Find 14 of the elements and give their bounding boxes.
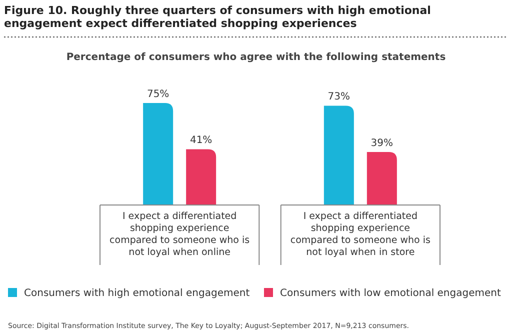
data-label: 39% bbox=[370, 138, 394, 149]
chart-subtitle: Percentage of consumers who agree with the following statements bbox=[66, 52, 446, 63]
x-tick-label: I expect a differentiated shopping experience compared to someone who is not loyal when in store bbox=[290, 211, 431, 258]
legend-label: Consumers with low emotional engagement bbox=[280, 288, 501, 299]
bar bbox=[143, 103, 174, 205]
data-label: 75% bbox=[146, 89, 170, 100]
data-label: 41% bbox=[190, 135, 212, 146]
bar bbox=[366, 152, 397, 205]
chart-title: Figure 10. Roughly three quarters of consumers with high emotional engagement expect differentiated shopping experiences bbox=[4, 4, 431, 30]
data-label: 73% bbox=[328, 92, 350, 103]
legend-label: Consumers with high emotional engagement bbox=[24, 288, 250, 299]
x-tick-label: I expect a differentiated shopping experience compared to someone who is not loyal when online bbox=[110, 211, 250, 258]
bar bbox=[324, 106, 354, 205]
bar bbox=[186, 149, 216, 205]
